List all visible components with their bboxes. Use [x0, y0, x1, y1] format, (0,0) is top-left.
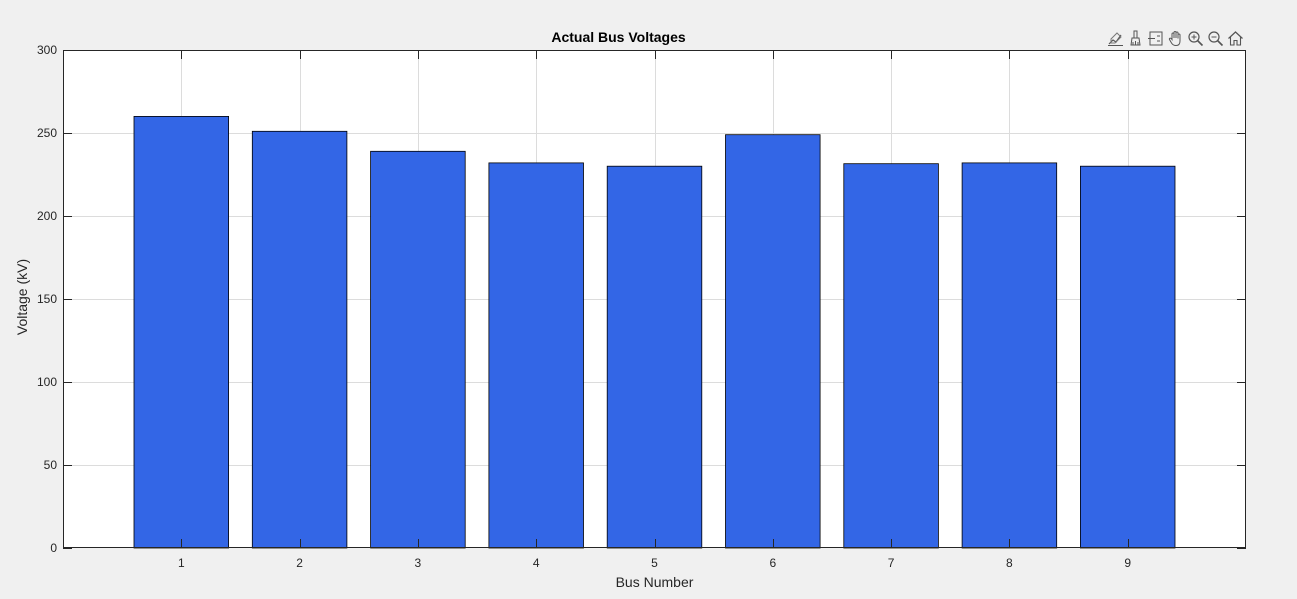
x-tick-label: 6: [769, 556, 776, 570]
y-tick-label: 200: [37, 209, 57, 223]
edit-plot-button[interactable]: [1106, 28, 1125, 48]
x-axis-label: Bus Number: [616, 574, 694, 590]
x-tick-label: 7: [888, 556, 895, 570]
bar-6: [725, 134, 821, 549]
brush-button[interactable]: [1126, 28, 1145, 48]
data-tips-icon: [1148, 31, 1163, 45]
bar-2: [251, 130, 348, 549]
y-tick-label: 50: [44, 458, 58, 472]
x-tick-label: 8: [1006, 556, 1013, 570]
x-tick-label: 3: [415, 556, 422, 570]
bar-1: [133, 116, 229, 549]
y-tick-label: 300: [37, 43, 57, 57]
chart-title: Actual Bus Voltages: [551, 29, 686, 45]
bar-3: [370, 150, 466, 549]
bar-4: [488, 162, 584, 549]
x-tick-label: 2: [296, 556, 303, 570]
bar-9: [1080, 165, 1176, 549]
zoom-in-icon: [1188, 30, 1204, 46]
home-button[interactable]: [1226, 28, 1245, 48]
zoom-in-button[interactable]: [1186, 28, 1205, 48]
zoom-out-icon: [1208, 30, 1224, 46]
edit-plot-icon: [1108, 31, 1123, 46]
x-tick-label: 9: [1124, 556, 1131, 570]
home-icon: [1228, 30, 1243, 46]
bar-7: [843, 163, 939, 549]
y-axis-label: Voltage (kV): [14, 259, 30, 335]
x-tick-label: 4: [533, 556, 540, 570]
bar-5: [606, 165, 703, 549]
y-tick-label: 0: [50, 541, 57, 555]
pan-icon: [1168, 30, 1181, 46]
brush-icon: [1130, 30, 1141, 45]
x-tick-label: 5: [651, 556, 658, 570]
axis-ticks: 0 50 100 150 200 250 300 1 2 3 4 5 6 7 8 9: [37, 43, 1246, 570]
data-tips-button[interactable]: [1146, 28, 1165, 48]
bars: [133, 116, 1176, 549]
zoom-out-button[interactable]: [1206, 28, 1225, 48]
pan-button[interactable]: [1166, 28, 1185, 48]
y-tick-label: 100: [37, 375, 57, 389]
y-tick-label: 150: [37, 292, 57, 306]
bar-8: [961, 162, 1058, 549]
y-tick-label: 250: [37, 126, 57, 140]
x-tick-label: 1: [178, 556, 185, 570]
axes-toolbar: [1106, 28, 1245, 48]
